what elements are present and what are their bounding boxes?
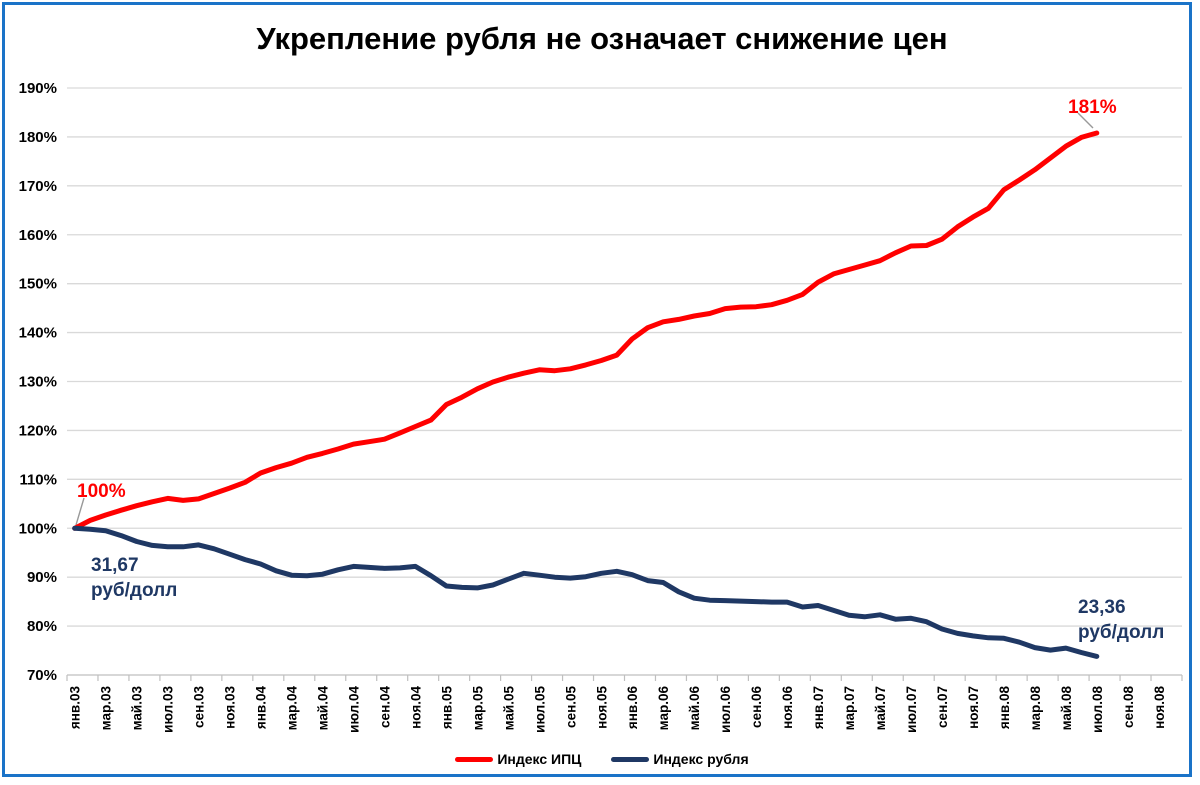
x-axis-label: июл.03 [161,686,176,733]
x-axis-label: ноя.05 [594,686,609,729]
leader-line-end [1077,112,1094,129]
x-axis-label: май.06 [687,686,702,731]
y-axis-label: 140% [19,325,57,342]
y-axis-label: 120% [19,422,57,439]
annotation-ruble-end-value: 23,36 [1078,597,1126,618]
x-axis-label: июл.08 [1090,686,1105,733]
leader-line-start [75,497,85,526]
x-axis-label: мар.03 [99,686,114,731]
plot-area: 190% 180% 170% 160% 150% 140% 130% 120% 110% 100%… [19,80,1183,733]
ruble-line-swatch [611,756,650,762]
legend-item-ruble: Индекс рубля [611,751,749,767]
annotation-ruble-start-value: 31,67 [91,555,139,576]
y-axis-label: 190% [19,80,57,97]
legend-item-cpi: Индекс ИПЦ [455,751,581,767]
y-axis-label: 90% [27,569,57,586]
annotation-cpi-start: 100% [77,481,126,502]
x-axis-label: ноя.03 [223,686,238,729]
x-axis-label: ноя.08 [1152,686,1167,729]
x-axis-label: июл.07 [904,686,919,733]
x-axis-label: май.08 [1059,686,1074,731]
y-axis-label: 80% [27,618,57,635]
x-axis-label: мар.08 [1028,686,1043,731]
x-axis-label: ноя.07 [966,686,981,729]
chart-title: Укрепление рубля не означает снижение це… [256,21,948,56]
x-axis-label: мар.07 [842,686,857,730]
annotation-ruble-start-unit: руб/долл [91,580,178,601]
x-axis-label: май.03 [130,686,145,731]
x-axis-label: янв.05 [439,686,454,730]
x-axis-label: май.04 [316,686,331,731]
annotation-cpi-end: 181% [1068,97,1117,118]
y-axis-label: 160% [19,227,57,244]
x-axis-label: сен.06 [749,686,764,728]
x-axis-label: янв.08 [997,686,1012,730]
x-axis-label: июл.06 [718,686,733,733]
annotation-ruble-start: 31,67 руб/долл [91,553,177,603]
x-axis-label: сен.07 [935,686,950,728]
legend-label-ruble: Индекс рубля [653,751,749,767]
x-axis-label: янв.06 [625,686,640,730]
y-axis-label: 180% [19,129,57,146]
legend: Индекс ИПЦ Индекс рубля [5,751,1199,767]
cpi-line [72,130,1100,531]
x-axis-label: мар.05 [470,686,485,731]
x-axis-label: июл.05 [532,686,547,733]
ruble-line [72,525,1100,659]
y-axis-label: 110% [19,471,57,488]
x-axis-label: мар.04 [285,686,300,731]
annotation-ruble-end-unit: руб/долл [1078,622,1165,643]
x-axis-label: ноя.06 [780,686,795,729]
x-axis-label: май.05 [501,686,516,731]
x-axis-label: ноя.04 [408,686,423,729]
y-axis-label: 70% [27,667,57,684]
y-axis-label: 130% [19,374,57,391]
x-axis-label: сен.03 [192,686,207,728]
y-axis-label: 100% [19,520,57,537]
annotation-ruble-end: 23,36 руб/долл [1078,595,1164,645]
y-axis-label: 170% [19,178,57,195]
x-axis-label: янв.07 [811,686,826,729]
y-axis-label: 150% [19,276,57,293]
x-axis-label: мар.06 [656,686,671,731]
legend-label-cpi: Индекс ИПЦ [497,751,582,767]
x-axis-label: янв.03 [68,686,83,730]
x-axis-label: янв.04 [254,686,269,730]
chart-frame: 190% 180% 170% 160% 150% 140% 130% 120% 110% 100%… [2,2,1192,777]
x-axis-label: июл.04 [346,686,361,733]
x-axis-label: май.07 [873,686,888,730]
x-axis-label: сен.04 [377,686,392,728]
cpi-line-swatch [455,756,494,762]
x-axis-label: сен.05 [563,686,578,728]
x-axis-label: сен.08 [1121,686,1136,728]
